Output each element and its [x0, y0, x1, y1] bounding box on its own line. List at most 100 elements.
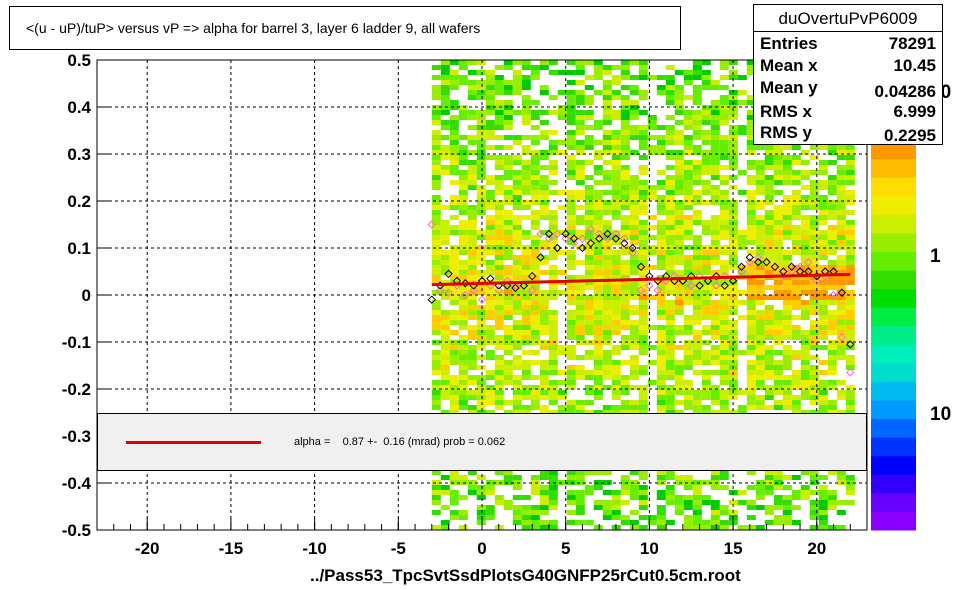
heatmap-cell [665, 135, 675, 140]
heatmap-cell [494, 90, 504, 95]
heatmap-cell [449, 285, 459, 290]
heatmap-cell [611, 230, 621, 235]
heatmap-cell [494, 390, 504, 395]
heatmap-cell [665, 200, 675, 205]
heatmap-cell [674, 200, 684, 205]
profile-point [444, 269, 453, 279]
heatmap-cell [674, 220, 684, 225]
heatmap-cell [818, 300, 828, 305]
heatmap-cell [458, 135, 468, 140]
stats-label: Mean y [760, 78, 818, 97]
heatmap-cell [800, 395, 810, 400]
heatmap-cell [809, 390, 819, 395]
heatmap-cell [494, 220, 504, 225]
heatmap-cell [440, 90, 450, 95]
heatmap-cell [692, 255, 702, 260]
heatmap-cell [836, 205, 846, 210]
heatmap-cell [845, 365, 855, 370]
heatmap-cell [629, 520, 639, 525]
heatmap-cell [575, 65, 585, 70]
heatmap-cell [692, 145, 702, 150]
heatmap-cell [449, 355, 459, 360]
heatmap-cell [611, 310, 621, 315]
heatmap-cell [458, 285, 468, 290]
heatmap-cell [521, 180, 531, 185]
heatmap-cell [584, 135, 594, 140]
heatmap-cell [476, 140, 486, 145]
heatmap-cell [620, 310, 630, 315]
heatmap-cell [566, 410, 576, 415]
profile-point [846, 340, 855, 349]
heatmap-cell [530, 225, 540, 230]
heatmap-cell [773, 225, 783, 230]
heatmap-cell [755, 230, 765, 235]
heatmap-cell [602, 270, 612, 275]
heatmap-cell [593, 305, 603, 310]
heatmap-cell [557, 110, 567, 115]
heatmap-cell [458, 295, 468, 300]
heatmap-cell [593, 170, 603, 175]
heatmap-cell [593, 285, 603, 290]
heatmap-cell [467, 255, 477, 260]
heatmap-cell [629, 90, 639, 95]
heatmap-cell [494, 290, 504, 295]
heatmap-cell [584, 325, 594, 330]
heatmap-cell [611, 375, 621, 380]
heatmap-cell [773, 505, 783, 510]
heatmap-cell [494, 120, 504, 125]
heatmap-cell [773, 235, 783, 240]
heatmap-cell [431, 175, 441, 180]
heatmap-cell [530, 310, 540, 315]
heatmap-cell [512, 405, 522, 410]
heatmap-cell [692, 280, 702, 285]
profile-point [695, 281, 704, 290]
heatmap-cell [530, 240, 540, 245]
heatmap-cell [719, 115, 729, 120]
heatmap-cell [746, 115, 756, 120]
heatmap-cell [836, 200, 846, 205]
heatmap-cell [503, 230, 513, 235]
heatmap-cell [593, 250, 603, 255]
heatmap-cell [746, 330, 756, 335]
heatmap-cell [593, 75, 603, 80]
heatmap-cell [521, 525, 531, 530]
heatmap-cell [467, 275, 477, 280]
heatmap-cell [710, 175, 720, 180]
heatmap-cell [539, 375, 549, 380]
color-scale-band [871, 195, 916, 215]
heatmap-cell [809, 320, 819, 325]
heatmap-cell [494, 65, 504, 70]
heatmap-cell [530, 490, 540, 495]
heatmap-cell [746, 70, 756, 75]
heatmap-cell [611, 255, 621, 260]
profile-point-pink [477, 295, 487, 304]
heatmap-cell [656, 230, 666, 235]
heatmap-cell [683, 220, 693, 225]
heatmap-cell [566, 470, 576, 475]
heatmap-cell [710, 110, 720, 115]
heatmap-cell [620, 290, 630, 295]
heatmap-cell [728, 410, 738, 415]
heatmap-cell [746, 65, 756, 70]
heatmap-cell [656, 385, 666, 390]
heatmap-cell [782, 310, 792, 315]
heatmap-cell [800, 390, 810, 395]
heatmap-cell [512, 410, 522, 415]
heatmap-cell [530, 305, 540, 310]
heatmap-cell [512, 175, 522, 180]
heatmap-cell [665, 365, 675, 370]
heatmap-cell [683, 505, 693, 510]
heatmap-cell [431, 225, 441, 230]
heatmap-cell [476, 355, 486, 360]
heatmap-cell [827, 235, 837, 240]
heatmap-cell [764, 355, 774, 360]
heatmap-cell [827, 490, 837, 495]
heatmap-cell [737, 270, 747, 275]
heatmap-cell [764, 520, 774, 525]
heatmap-cell [773, 390, 783, 395]
heatmap-cell [602, 310, 612, 315]
heatmap-cell [557, 270, 567, 275]
heatmap-cell [629, 325, 639, 330]
heatmap-cell [656, 125, 666, 130]
heatmap-cell [458, 370, 468, 375]
